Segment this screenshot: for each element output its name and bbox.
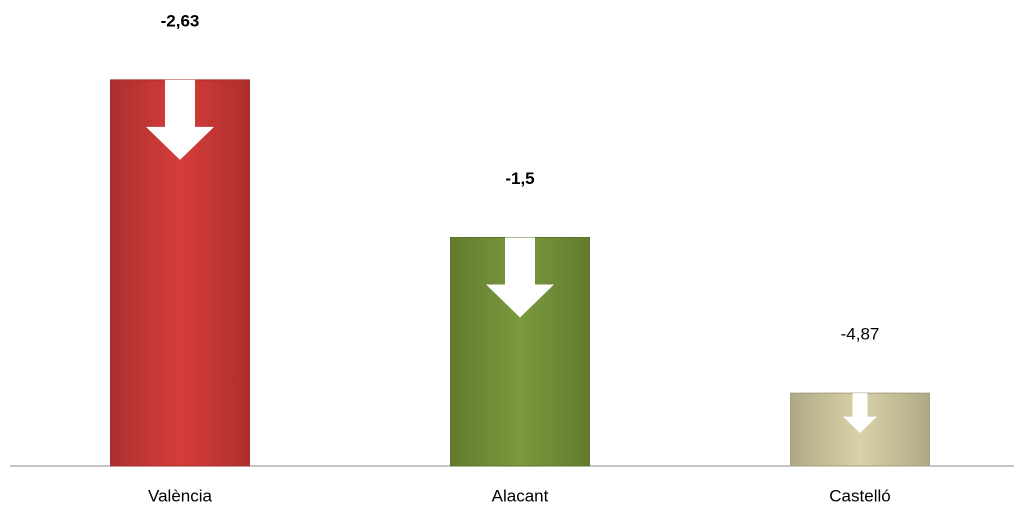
arrow-icon	[843, 393, 877, 434]
arrow-icon	[486, 237, 554, 318]
data-label: -4,87	[841, 325, 880, 344]
arrow-icon	[146, 79, 214, 160]
data-label: -1,5	[505, 169, 534, 188]
x-tick-label: Castelló	[829, 486, 890, 505]
x-tick-label: València	[148, 486, 212, 505]
x-tick-label: Alacant	[492, 486, 549, 505]
data-label: -2,63	[161, 11, 200, 30]
